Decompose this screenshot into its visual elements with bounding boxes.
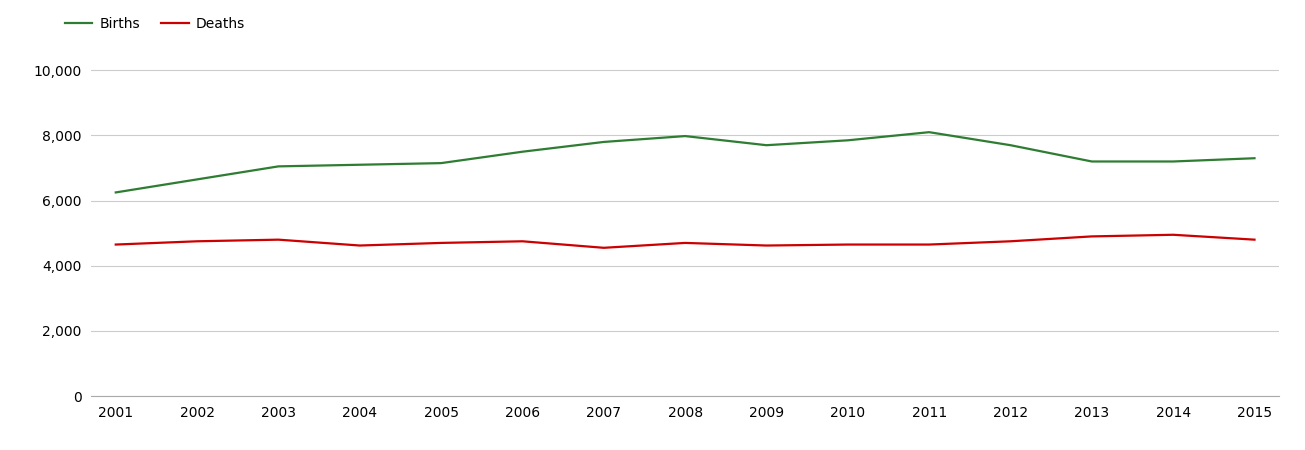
Deaths (352, 243, 368, 248)
Births (108, 190, 124, 195)
Deaths (433, 240, 449, 246)
Deaths (840, 242, 856, 247)
Births (1084, 159, 1100, 164)
Deaths (921, 242, 937, 247)
Legend: Births, Deaths: Births, Deaths (59, 11, 251, 36)
Deaths (1084, 234, 1100, 239)
Births (677, 133, 693, 139)
Births (596, 139, 612, 144)
Deaths (1165, 232, 1181, 238)
Deaths (1002, 238, 1018, 244)
Births (352, 162, 368, 167)
Births (758, 143, 774, 148)
Births (433, 160, 449, 166)
Births (840, 138, 856, 143)
Deaths (677, 240, 693, 246)
Births (1165, 159, 1181, 164)
Births (1002, 143, 1018, 148)
Deaths (108, 242, 124, 247)
Deaths (758, 243, 774, 248)
Line: Births: Births (116, 132, 1254, 193)
Deaths (514, 238, 530, 244)
Deaths (596, 245, 612, 251)
Births (514, 149, 530, 154)
Births (270, 164, 286, 169)
Births (189, 177, 205, 182)
Line: Deaths: Deaths (116, 235, 1254, 248)
Deaths (189, 238, 205, 244)
Births (921, 130, 937, 135)
Deaths (1246, 237, 1262, 243)
Births (1246, 156, 1262, 161)
Deaths (270, 237, 286, 243)
